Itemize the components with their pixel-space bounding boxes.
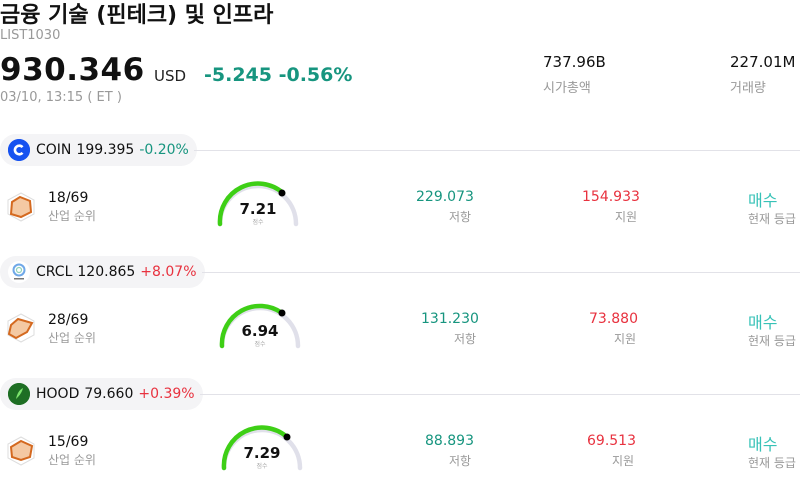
resistance-label: 저항 [449, 454, 472, 468]
market-cap-label: 시가총액 [543, 81, 591, 96]
currency-label: USD [154, 67, 187, 85]
industry-rank-label: 산업 순위 [48, 209, 96, 223]
volume-value: 227.01M [730, 53, 796, 71]
rating-value: 매수 [748, 435, 778, 454]
rating-label: 현재 등급 [748, 334, 796, 348]
support-label: 지원 [614, 332, 637, 346]
industry-rank-label: 산업 순위 [48, 453, 96, 467]
market-cap-value: 737.96B [543, 53, 606, 71]
score-label: 점수 [256, 463, 268, 470]
index-change: -5.245 -0.56% [204, 64, 353, 86]
industry-rank: 15/69 [48, 434, 89, 450]
stock-symbol: CRCL [36, 264, 73, 280]
support-value: 73.880 [589, 311, 638, 327]
stock-pill-crcl[interactable]: CRCL 120.865 +8.07% [0, 256, 205, 288]
industry-rank: 28/69 [48, 312, 89, 328]
support-value: 154.933 [582, 189, 640, 205]
timestamp: 03/10, 13:15 ( ET ) [0, 90, 122, 105]
divider [202, 272, 800, 273]
stock-pill-hood[interactable]: HOOD 79.660 +0.39% [0, 378, 203, 410]
rating-value: 매수 [748, 313, 778, 332]
score-gauge [214, 180, 304, 232]
score-label: 점수 [252, 219, 264, 226]
circle-logo-icon [8, 261, 30, 283]
stock-symbol: COIN [36, 142, 72, 158]
index-code: LIST1030 [0, 28, 61, 43]
support-value: 69.513 [587, 433, 636, 449]
divider [194, 150, 800, 151]
score-gauge [216, 302, 306, 354]
industry-rank-label: 산업 순위 [48, 331, 96, 345]
radar-chart-icon [6, 313, 36, 347]
rating-label: 현재 등급 [748, 456, 796, 470]
index-price: 930.346 [0, 52, 145, 88]
score-value: 7.29 [243, 444, 281, 462]
score-gauge [218, 424, 308, 476]
page-title: 금융 기술 (핀테크) 및 인프라 [0, 3, 274, 28]
stock-pill-coin[interactable]: COIN 199.395 -0.20% [0, 134, 197, 166]
radar-chart-icon [6, 192, 36, 226]
robinhood-logo-icon [8, 383, 30, 405]
radar-chart-icon [6, 436, 36, 470]
stock-price: 79.660 [84, 386, 134, 402]
stock-change: +0.39% [138, 386, 195, 402]
rating-value: 매수 [748, 191, 778, 210]
score-value: 6.94 [241, 322, 279, 340]
industry-rank: 18/69 [48, 190, 89, 206]
stock-change: +8.07% [140, 264, 197, 280]
resistance-label: 저항 [449, 210, 472, 224]
support-label: 지원 [615, 210, 638, 224]
support-label: 지원 [612, 454, 635, 468]
resistance-value: 88.893 [425, 433, 474, 449]
score-value: 7.21 [239, 200, 277, 218]
stock-price: 199.395 [76, 142, 135, 158]
stock-change: -0.20% [139, 142, 189, 158]
resistance-value: 229.073 [416, 189, 474, 205]
score-label: 점수 [254, 341, 266, 348]
resistance-value: 131.230 [421, 311, 479, 327]
stock-symbol: HOOD [36, 386, 80, 402]
stock-price: 120.865 [77, 264, 136, 280]
volume-label: 거래량 [730, 81, 766, 96]
coinbase-logo-icon [8, 139, 30, 161]
resistance-label: 저항 [454, 332, 477, 346]
divider [200, 394, 800, 395]
rating-label: 현재 등급 [748, 212, 796, 226]
